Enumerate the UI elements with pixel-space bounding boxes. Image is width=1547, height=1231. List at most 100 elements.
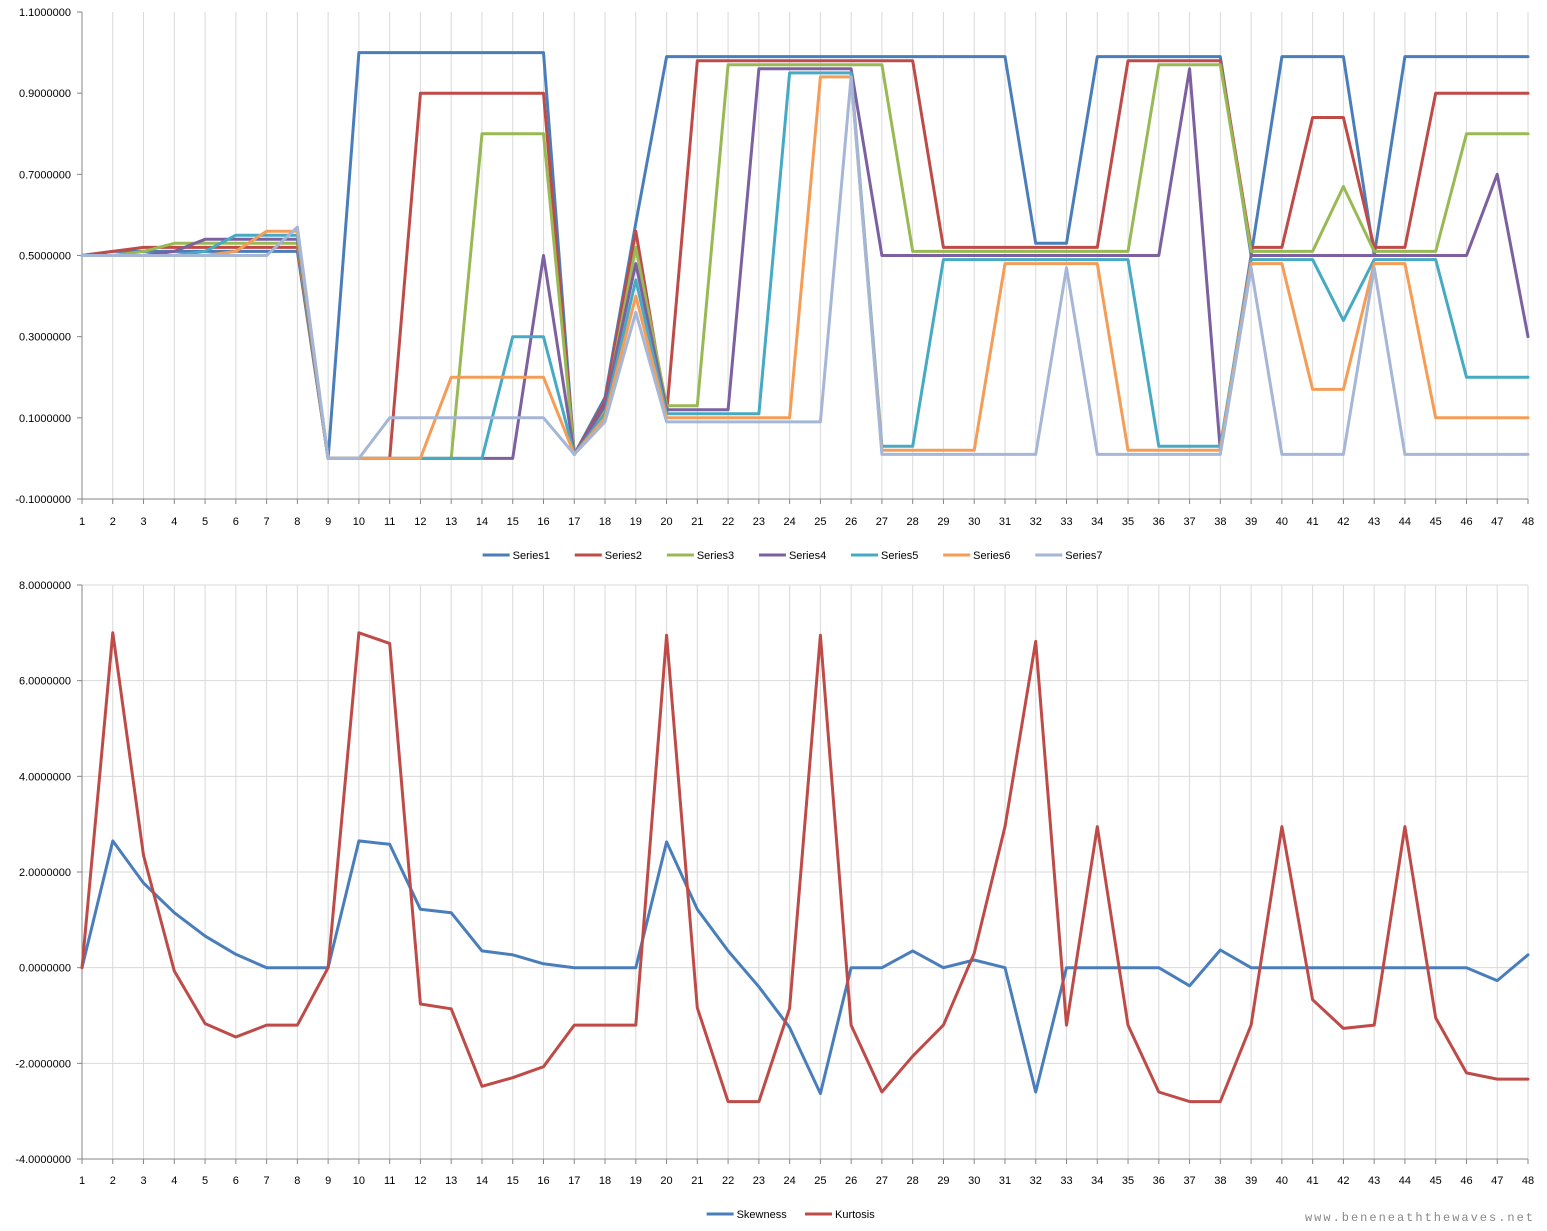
x-tick-label: 10 — [353, 1175, 365, 1187]
x-tick-label: 36 — [1153, 1175, 1165, 1187]
x-tick-label: 48 — [1522, 1175, 1534, 1187]
x-tick-label: 13 — [445, 1175, 457, 1187]
x-tick-label: 37 — [1183, 516, 1195, 528]
x-tick-label: 21 — [691, 1175, 703, 1187]
x-tick-label: 48 — [1522, 516, 1534, 528]
y-tick-label: 2.0000000 — [19, 867, 71, 879]
x-tick-label: 45 — [1430, 516, 1442, 528]
x-tick-label: 24 — [783, 516, 795, 528]
x-tick-label: 17 — [568, 1175, 580, 1187]
y-tick-label: 0.0000000 — [19, 963, 71, 975]
x-tick-label: 7 — [264, 516, 270, 528]
x-tick-label: 35 — [1122, 516, 1134, 528]
y-tick-label: -0.1000000 — [15, 494, 71, 506]
x-tick-label: 28 — [907, 1175, 919, 1187]
legend-label: Series6 — [973, 550, 1010, 562]
x-tick-label: 11 — [384, 1175, 395, 1187]
y-tick-label: 6.0000000 — [19, 676, 71, 688]
x-tick-label: 15 — [507, 516, 519, 528]
legend-label: Skewness — [737, 1209, 788, 1221]
x-tick-label: 18 — [599, 516, 611, 528]
x-tick-label: 18 — [599, 1175, 611, 1187]
x-tick-label: 46 — [1460, 516, 1472, 528]
x-tick-label: 43 — [1368, 1175, 1380, 1187]
x-tick-label: 44 — [1399, 1175, 1411, 1187]
x-tick-label: 1 — [79, 1175, 85, 1187]
x-tick-label: 41 — [1307, 516, 1319, 528]
x-tick-label: 14 — [476, 1175, 488, 1187]
x-tick-label: 20 — [660, 1175, 672, 1187]
x-tick-label: 24 — [783, 1175, 795, 1187]
x-tick-label: 7 — [264, 1175, 270, 1187]
y-tick-label: 0.3000000 — [19, 332, 71, 344]
x-tick-label: 47 — [1491, 516, 1503, 528]
x-tick-label: 16 — [537, 516, 549, 528]
x-tick-label: 45 — [1430, 1175, 1442, 1187]
x-tick-label: 13 — [445, 516, 457, 528]
y-tick-label: 8.0000000 — [19, 580, 71, 592]
x-tick-label: 21 — [691, 516, 703, 528]
legend-label: Series7 — [1065, 550, 1102, 562]
x-tick-label: 29 — [937, 1175, 949, 1187]
x-tick-label: 20 — [660, 516, 672, 528]
x-tick-label: 39 — [1245, 1175, 1257, 1187]
x-tick-label: 9 — [325, 1175, 331, 1187]
x-tick-label: 33 — [1060, 516, 1072, 528]
x-tick-label: 12 — [414, 516, 426, 528]
x-tick-label: 9 — [325, 516, 331, 528]
x-tick-label: 3 — [140, 1175, 146, 1187]
y-tick-label: 4.0000000 — [19, 771, 71, 783]
x-tick-label: 31 — [999, 516, 1011, 528]
series-chart: -0.1000000 0.1000000 0.3000000 0.5000000 0.7… — [15, 7, 1534, 562]
x-tick-label: 30 — [968, 516, 980, 528]
x-tick-label: 44 — [1399, 516, 1411, 528]
x-tick-label: 47 — [1491, 1175, 1503, 1187]
x-tick-label: 34 — [1091, 516, 1103, 528]
x-tick-label: 42 — [1337, 1175, 1349, 1187]
y-tick-label: -4.0000000 — [15, 1154, 71, 1166]
x-tick-label: 2 — [110, 516, 116, 528]
x-tick-label: 6 — [233, 1175, 239, 1187]
x-tick-label: 41 — [1307, 1175, 1319, 1187]
x-tick-label: 25 — [814, 516, 826, 528]
skewness-kurtosis-chart: -4.0000000 -2.0000000 0.0000000 2.0000000 4.… — [15, 580, 1534, 1221]
x-tick-label: 28 — [907, 516, 919, 528]
y-tick-label: 1.1000000 — [19, 7, 71, 19]
x-tick-label: 34 — [1091, 1175, 1103, 1187]
x-tick-label: 4 — [171, 1175, 177, 1187]
x-tick-label: 15 — [507, 1175, 519, 1187]
x-tick-label: 32 — [1030, 1175, 1042, 1187]
x-tick-label: 25 — [814, 1175, 826, 1187]
y-tick-label: 0.7000000 — [19, 169, 71, 181]
legend-label: Series3 — [697, 550, 734, 562]
x-tick-label: 40 — [1276, 1175, 1288, 1187]
x-tick-label: 27 — [876, 1175, 888, 1187]
x-tick-label: 27 — [876, 516, 888, 528]
x-tick-label: 29 — [937, 516, 949, 528]
legend-label: Kurtosis — [835, 1209, 875, 1221]
x-tick-label: 31 — [999, 1175, 1011, 1187]
x-tick-label: 22 — [722, 1175, 734, 1187]
y-tick-label: -2.0000000 — [15, 1058, 71, 1070]
legend-label: Series1 — [513, 550, 550, 562]
y-tick-label: 0.5000000 — [19, 251, 71, 263]
x-tick-label: 19 — [630, 1175, 642, 1187]
x-tick-label: 40 — [1276, 516, 1288, 528]
x-tick-label: 36 — [1153, 516, 1165, 528]
x-tick-label: 5 — [202, 1175, 208, 1187]
x-tick-label: 37 — [1183, 1175, 1195, 1187]
x-tick-label: 38 — [1214, 516, 1226, 528]
x-tick-label: 5 — [202, 516, 208, 528]
x-tick-label: 8 — [294, 1175, 300, 1187]
x-tick-label: 46 — [1460, 1175, 1472, 1187]
legend-label: Series4 — [789, 550, 826, 562]
x-tick-label: 26 — [845, 1175, 857, 1187]
x-tick-label: 33 — [1060, 1175, 1072, 1187]
x-tick-label: 19 — [630, 516, 642, 528]
x-tick-label: 16 — [537, 1175, 549, 1187]
x-tick-label: 39 — [1245, 516, 1257, 528]
legend-label: Series5 — [881, 550, 918, 562]
series-line-series7 — [80, 75, 1530, 460]
